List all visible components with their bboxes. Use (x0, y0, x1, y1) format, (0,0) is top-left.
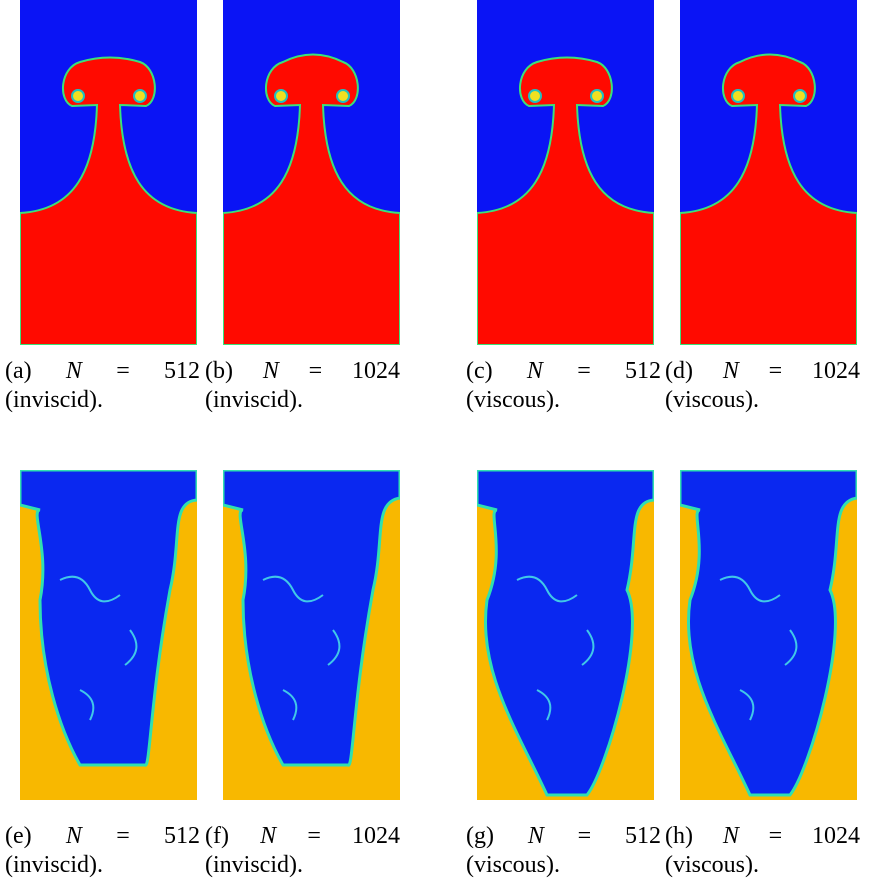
caption-equation: = 512 (116, 358, 200, 384)
caption-note: (viscous). (466, 852, 560, 878)
caption-equation: = 1024 (769, 358, 860, 384)
figure: (a) N = 512 (inviscid). (b) N = 1024 (in… (0, 0, 869, 884)
caption: (e) N = 512 (inviscid). (5, 822, 200, 880)
caption: (d) N = 1024 (viscous). (665, 357, 860, 415)
caption-label: (a) (5, 358, 32, 384)
caption-label: (b) (205, 358, 233, 384)
caption-label: (d) (665, 358, 693, 384)
caption-equation: = 1024 (769, 823, 860, 849)
simulation-image (680, 0, 857, 345)
caption-label: (g) (466, 823, 494, 849)
caption: (a) N = 512 (inviscid). (5, 357, 200, 415)
caption-label: (f) (205, 823, 229, 849)
caption: (f) N = 1024 (inviscid). (205, 822, 400, 880)
simulation-image (477, 470, 654, 800)
caption-variable: N (263, 358, 279, 384)
simulation-image (20, 0, 197, 345)
simulation-image (223, 470, 400, 800)
caption-note: (inviscid). (205, 387, 303, 413)
caption: (h) N = 1024 (viscous). (665, 822, 860, 880)
caption: (c) N = 512 (viscous). (466, 357, 661, 415)
caption-equation: = 1024 (309, 358, 400, 384)
simulation-image (680, 470, 857, 800)
caption-note: (viscous). (466, 387, 560, 413)
caption-label: (h) (665, 823, 693, 849)
caption-equation: = 512 (116, 823, 200, 849)
simulation-image (477, 0, 654, 345)
caption-variable: N (66, 823, 82, 849)
caption-variable: N (527, 358, 543, 384)
caption-label: (e) (5, 823, 32, 849)
caption: (b) N = 1024 (inviscid). (205, 357, 400, 415)
caption-note: (inviscid). (205, 852, 303, 878)
caption-variable: N (723, 823, 739, 849)
caption: (g) N = 512 (viscous). (466, 822, 661, 880)
caption-variable: N (723, 358, 739, 384)
caption-note: (viscous). (665, 852, 759, 878)
caption-variable: N (66, 358, 82, 384)
caption-label: (c) (466, 358, 493, 384)
caption-equation: = 512 (578, 823, 661, 849)
caption-variable: N (260, 823, 276, 849)
caption-note: (inviscid). (5, 387, 103, 413)
caption-note: (viscous). (665, 387, 759, 413)
caption-equation: = 512 (577, 358, 661, 384)
simulation-image (20, 470, 197, 800)
simulation-image (223, 0, 400, 345)
caption-variable: N (528, 823, 544, 849)
caption-equation: = 1024 (307, 823, 400, 849)
caption-note: (inviscid). (5, 852, 103, 878)
